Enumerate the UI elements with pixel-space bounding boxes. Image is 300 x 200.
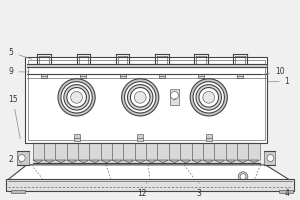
Bar bbox=[6, 179, 294, 191]
Text: 3: 3 bbox=[196, 182, 201, 198]
Polygon shape bbox=[237, 160, 248, 163]
Bar bbox=[28, 60, 265, 140]
Bar bbox=[74, 134, 80, 141]
Polygon shape bbox=[101, 160, 112, 163]
Circle shape bbox=[67, 88, 86, 107]
Text: 12: 12 bbox=[137, 182, 147, 198]
Polygon shape bbox=[215, 160, 225, 163]
Bar bbox=[137, 134, 143, 141]
Polygon shape bbox=[181, 160, 191, 163]
Polygon shape bbox=[192, 160, 202, 163]
Circle shape bbox=[134, 91, 146, 103]
Polygon shape bbox=[203, 160, 214, 163]
Circle shape bbox=[61, 82, 92, 113]
Text: 1: 1 bbox=[268, 77, 290, 86]
Bar bbox=[198, 74, 204, 78]
Circle shape bbox=[203, 91, 214, 103]
Polygon shape bbox=[56, 160, 66, 163]
Text: 15: 15 bbox=[8, 95, 20, 139]
Bar bbox=[159, 74, 165, 78]
Circle shape bbox=[71, 91, 82, 103]
Bar bbox=[264, 151, 275, 165]
Circle shape bbox=[171, 91, 178, 99]
Bar bbox=[279, 190, 293, 193]
Bar bbox=[11, 190, 25, 193]
Circle shape bbox=[18, 155, 25, 161]
Polygon shape bbox=[226, 160, 236, 163]
Circle shape bbox=[190, 79, 227, 116]
Polygon shape bbox=[78, 160, 89, 163]
Polygon shape bbox=[33, 160, 44, 163]
Polygon shape bbox=[169, 160, 180, 163]
Circle shape bbox=[122, 79, 159, 116]
Polygon shape bbox=[249, 160, 259, 163]
Polygon shape bbox=[67, 160, 77, 163]
Circle shape bbox=[199, 88, 218, 107]
Bar bbox=[237, 74, 243, 78]
Text: 9: 9 bbox=[8, 67, 30, 76]
Polygon shape bbox=[8, 165, 289, 180]
Bar bbox=[17, 151, 28, 165]
Circle shape bbox=[193, 82, 224, 113]
Circle shape bbox=[64, 85, 89, 110]
Bar bbox=[80, 74, 86, 78]
Polygon shape bbox=[112, 160, 123, 163]
Polygon shape bbox=[90, 160, 100, 163]
Text: 10: 10 bbox=[262, 67, 285, 76]
Circle shape bbox=[196, 85, 221, 110]
Polygon shape bbox=[124, 160, 134, 163]
Circle shape bbox=[267, 155, 274, 161]
Polygon shape bbox=[147, 160, 157, 163]
Bar bbox=[169, 89, 179, 105]
Polygon shape bbox=[158, 160, 168, 163]
Circle shape bbox=[238, 172, 248, 182]
Circle shape bbox=[240, 174, 246, 180]
Circle shape bbox=[124, 82, 156, 113]
Bar bbox=[25, 57, 268, 143]
Polygon shape bbox=[135, 160, 146, 163]
Polygon shape bbox=[44, 160, 55, 163]
Circle shape bbox=[58, 79, 95, 116]
Bar bbox=[120, 74, 125, 78]
Circle shape bbox=[128, 85, 153, 110]
Circle shape bbox=[130, 88, 150, 107]
Text: 4: 4 bbox=[285, 188, 290, 198]
Bar bbox=[41, 74, 47, 78]
Text: 2: 2 bbox=[9, 155, 22, 164]
Bar bbox=[206, 134, 212, 141]
Text: 5: 5 bbox=[8, 48, 32, 59]
Bar bbox=[32, 143, 260, 163]
